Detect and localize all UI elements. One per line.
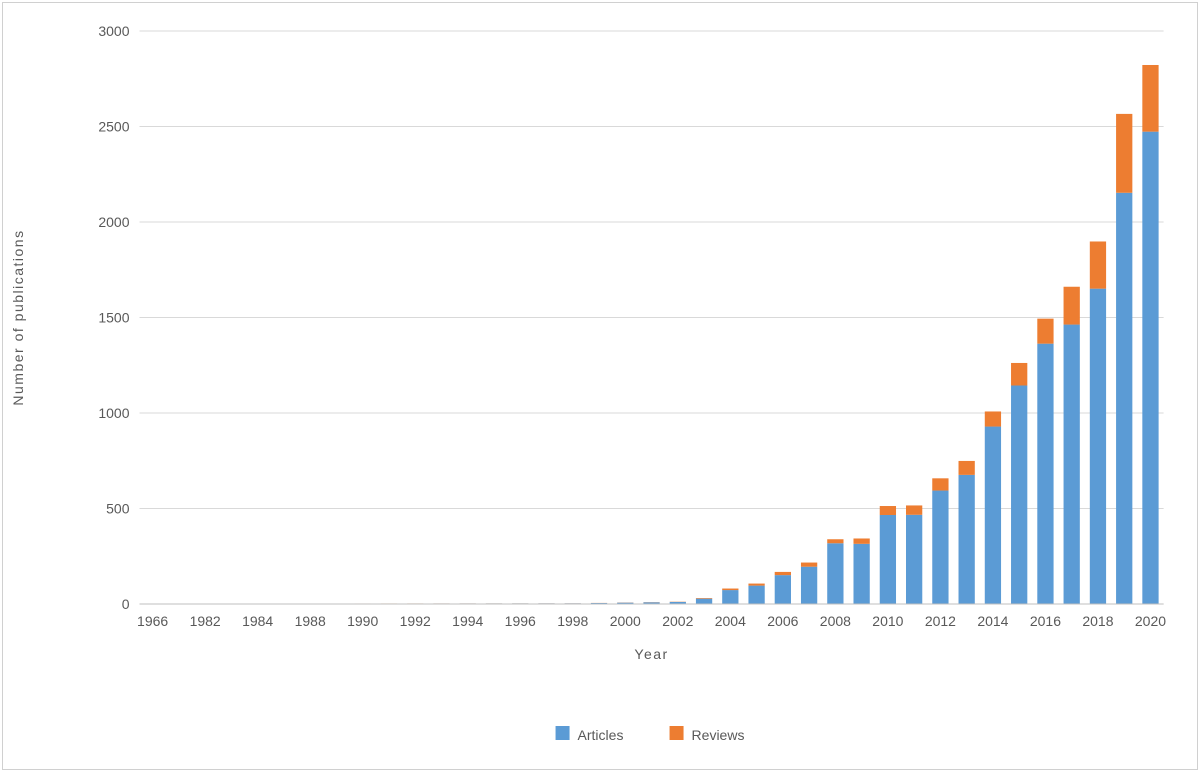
svg-text:1992: 1992 [400,613,431,629]
svg-text:2500: 2500 [98,119,129,135]
svg-text:2000: 2000 [98,214,129,230]
svg-text:3000: 3000 [98,23,129,39]
svg-text:1996: 1996 [505,613,536,629]
svg-text:2000: 2000 [610,613,641,629]
svg-text:2016: 2016 [1030,613,1061,629]
svg-text:2008: 2008 [820,613,851,629]
svg-text:2004: 2004 [715,613,746,629]
svg-text:1984: 1984 [242,613,273,629]
svg-text:Articles: Articles [578,727,624,743]
svg-text:Year: Year [634,646,668,662]
svg-text:1966: 1966 [137,613,168,629]
svg-text:2002: 2002 [662,613,693,629]
svg-text:0: 0 [122,596,130,612]
svg-text:2014: 2014 [977,613,1008,629]
svg-text:1998: 1998 [557,613,588,629]
svg-text:Reviews: Reviews [692,727,745,743]
svg-text:1500: 1500 [98,310,129,326]
svg-text:2020: 2020 [1135,613,1166,629]
svg-text:1988: 1988 [295,613,326,629]
svg-text:2006: 2006 [767,613,798,629]
svg-text:1994: 1994 [452,613,483,629]
svg-text:1982: 1982 [190,613,221,629]
svg-text:2012: 2012 [925,613,956,629]
svg-text:Number of publications: Number of publications [10,229,26,405]
svg-text:500: 500 [106,501,130,517]
svg-text:1990: 1990 [347,613,378,629]
svg-text:2018: 2018 [1082,613,1113,629]
svg-text:1000: 1000 [98,405,129,421]
svg-text:2010: 2010 [872,613,903,629]
